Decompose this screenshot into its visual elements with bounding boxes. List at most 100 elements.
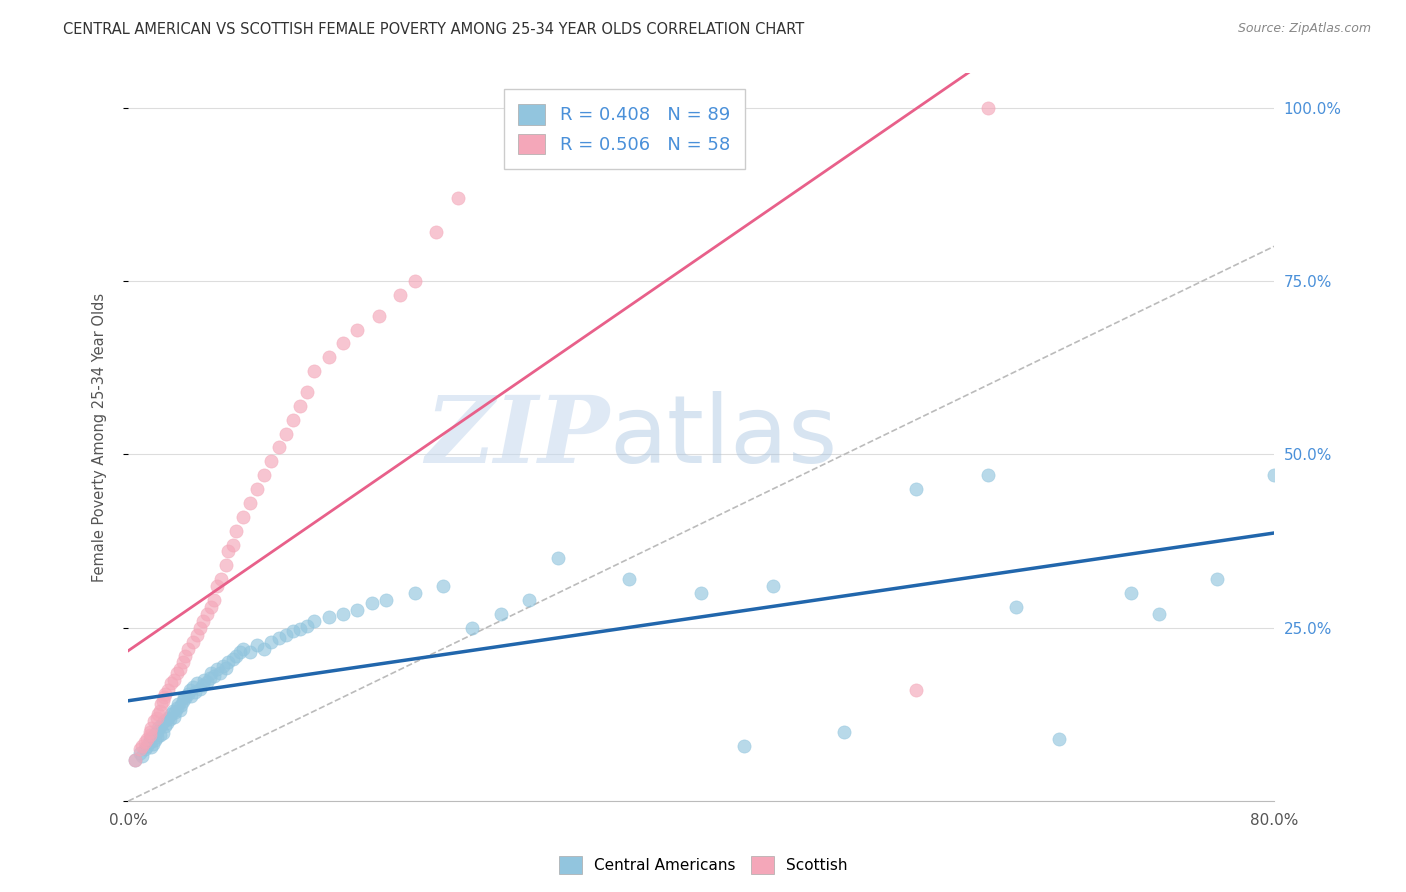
Point [205, 662, 228, 676]
Point [184, 684, 207, 698]
Point [191, 614, 214, 628]
Point [142, 728, 165, 742]
Point [124, 752, 146, 766]
Point [246, 638, 269, 652]
Point [225, 524, 247, 538]
Point [135, 739, 157, 753]
Point [138, 728, 160, 742]
Point [246, 482, 269, 496]
Point [425, 226, 447, 240]
Point [146, 711, 169, 725]
Point [762, 579, 785, 593]
Point [432, 579, 454, 593]
Point [193, 673, 215, 687]
Point [288, 622, 311, 636]
Point [332, 607, 354, 621]
Point [318, 610, 340, 624]
Point [155, 687, 177, 701]
Point [128, 742, 150, 756]
Point [205, 579, 228, 593]
Point [239, 645, 262, 659]
Point [304, 364, 326, 378]
Point [547, 551, 569, 566]
Point [217, 544, 239, 558]
Point [346, 603, 368, 617]
Point [138, 724, 160, 739]
Point [177, 641, 200, 656]
Point [131, 749, 153, 764]
Point [367, 309, 389, 323]
Point [267, 441, 290, 455]
Point [156, 716, 179, 731]
Point [149, 704, 172, 718]
Point [904, 482, 927, 496]
Point [124, 752, 146, 766]
Point [229, 645, 252, 659]
Point [288, 399, 311, 413]
Point [134, 742, 156, 756]
Point [404, 586, 426, 600]
Point [295, 384, 318, 399]
Point [170, 698, 193, 713]
Point [146, 724, 169, 739]
Point [135, 731, 157, 746]
Point [198, 671, 221, 685]
Point [208, 665, 231, 680]
Point [253, 468, 276, 483]
Text: Source: ZipAtlas.com: Source: ZipAtlas.com [1237, 22, 1371, 36]
Point [260, 454, 283, 468]
Point [517, 593, 540, 607]
Point [239, 496, 262, 510]
Point [304, 614, 326, 628]
Point [188, 681, 211, 696]
Point [150, 697, 173, 711]
Point [375, 593, 398, 607]
Point [169, 703, 191, 717]
Point [180, 689, 202, 703]
Point [253, 641, 276, 656]
Point [169, 662, 191, 676]
Point [162, 704, 184, 718]
Point [141, 737, 163, 751]
Point [202, 669, 225, 683]
Point [346, 322, 368, 336]
Point [145, 733, 167, 747]
Point [1205, 572, 1227, 586]
Point [232, 641, 254, 656]
Point [267, 631, 290, 645]
Point [1149, 607, 1171, 621]
Point [173, 690, 195, 705]
Point [834, 724, 856, 739]
Point [195, 607, 218, 621]
Point [222, 537, 245, 551]
Point [225, 648, 247, 663]
Point [167, 697, 190, 711]
Point [188, 621, 211, 635]
Text: atlas: atlas [609, 391, 838, 483]
Point [139, 739, 162, 754]
Point [146, 731, 169, 745]
Point [318, 351, 340, 365]
Legend: Central Americans, Scottish: Central Americans, Scottish [553, 850, 853, 880]
Point [138, 731, 160, 746]
Point [404, 274, 426, 288]
Point [200, 599, 222, 614]
Point [157, 683, 180, 698]
Point [179, 683, 201, 698]
Point [160, 707, 183, 722]
Point [148, 722, 170, 736]
Legend: R = 0.408   N = 89, R = 0.506   N = 58: R = 0.408 N = 89, R = 0.506 N = 58 [503, 89, 745, 169]
Point [1263, 468, 1285, 483]
Point [186, 676, 208, 690]
Point [142, 714, 165, 729]
Point [181, 680, 204, 694]
Point [153, 714, 176, 729]
Point [150, 718, 173, 732]
Point [200, 665, 222, 680]
Point [172, 656, 194, 670]
Point [163, 709, 186, 723]
Point [177, 687, 200, 701]
Point [181, 634, 204, 648]
Point [174, 648, 197, 663]
Point [186, 628, 208, 642]
